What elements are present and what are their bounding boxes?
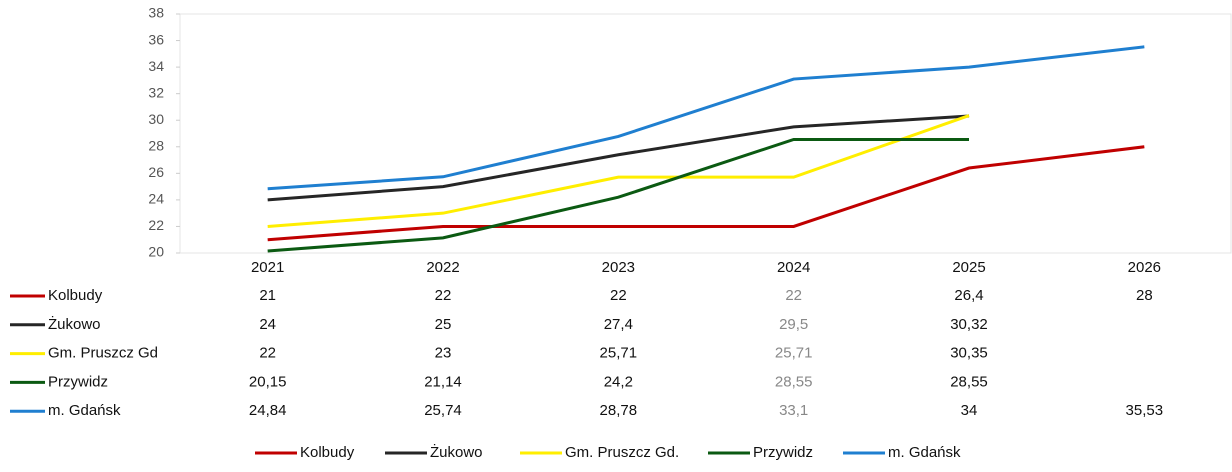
legend-label: Przywidz — [753, 444, 813, 461]
table-cell: 25,74 — [424, 402, 462, 419]
y-tick-label: 24 — [148, 191, 164, 207]
table-cell: 30,35 — [950, 345, 988, 362]
x-tick-label: 2024 — [777, 259, 810, 276]
y-tick-label: 34 — [148, 58, 164, 74]
legend-label: Kolbudy — [300, 444, 355, 461]
table-row-label: Żukowo — [48, 315, 101, 333]
table-cell: 30,32 — [950, 316, 988, 333]
x-tick-label: 2025 — [952, 259, 985, 276]
y-tick-label: 22 — [148, 217, 164, 233]
series-line — [267, 145, 1145, 242]
table-cell: 26,4 — [954, 287, 983, 304]
table-row-label: m. Gdańsk — [48, 402, 121, 419]
table-cell: 25,71 — [775, 345, 813, 362]
y-tick-label: 38 — [148, 5, 164, 21]
table-cell: 22 — [785, 287, 802, 304]
x-tick-label: 2022 — [426, 259, 459, 276]
table-cell: 25,71 — [600, 345, 638, 362]
table-cell: 25 — [435, 316, 452, 333]
table-cell: 22 — [610, 287, 627, 304]
legend-label: m. Gdańsk — [888, 444, 961, 461]
y-tick-label: 26 — [148, 164, 164, 180]
table-row-label: Kolbudy — [48, 287, 103, 304]
table-cell: 34 — [961, 402, 978, 419]
series-line — [267, 114, 970, 228]
table-cell: 20,15 — [249, 373, 287, 390]
table-cell: 24,2 — [604, 373, 633, 390]
table-cell: 24 — [259, 316, 276, 333]
table-cell: 28,55 — [775, 373, 813, 390]
series-line — [267, 137, 969, 253]
table-cell: 23 — [435, 345, 452, 362]
table-cell: 27,4 — [604, 316, 633, 333]
table-cell: 22 — [435, 287, 452, 304]
y-tick-label: 30 — [148, 111, 164, 127]
table-cell: 24,84 — [249, 402, 287, 419]
y-tick-label: 32 — [148, 84, 164, 100]
table-row-label: Gm. Pruszcz Gd — [48, 345, 158, 362]
table-cell: 28,78 — [600, 402, 638, 419]
table-cell: 22 — [259, 345, 276, 362]
table-cell: 33,1 — [779, 402, 808, 419]
table-cell: 21,14 — [424, 373, 462, 390]
x-tick-label: 2026 — [1128, 259, 1161, 276]
legend-label: Gm. Pruszcz Gd. — [565, 444, 679, 461]
plot-frame — [179, 13, 1232, 254]
series-line — [267, 45, 1145, 191]
table-cell: 28 — [1136, 287, 1153, 304]
legend-label: Żukowo — [430, 443, 483, 461]
table-cell: 29,5 — [779, 316, 808, 333]
series-line — [267, 114, 970, 202]
x-tick-label: 2023 — [602, 259, 635, 276]
table-cell: 35,53 — [1126, 402, 1164, 419]
table-cell: 21 — [259, 287, 276, 304]
y-tick-label: 36 — [148, 31, 164, 47]
y-tick-label: 20 — [148, 244, 164, 260]
y-tick-label: 28 — [148, 137, 164, 153]
x-tick-label: 2021 — [251, 259, 284, 276]
table-row-label: Przywidz — [48, 373, 108, 390]
table-cell: 28,55 — [950, 373, 988, 390]
